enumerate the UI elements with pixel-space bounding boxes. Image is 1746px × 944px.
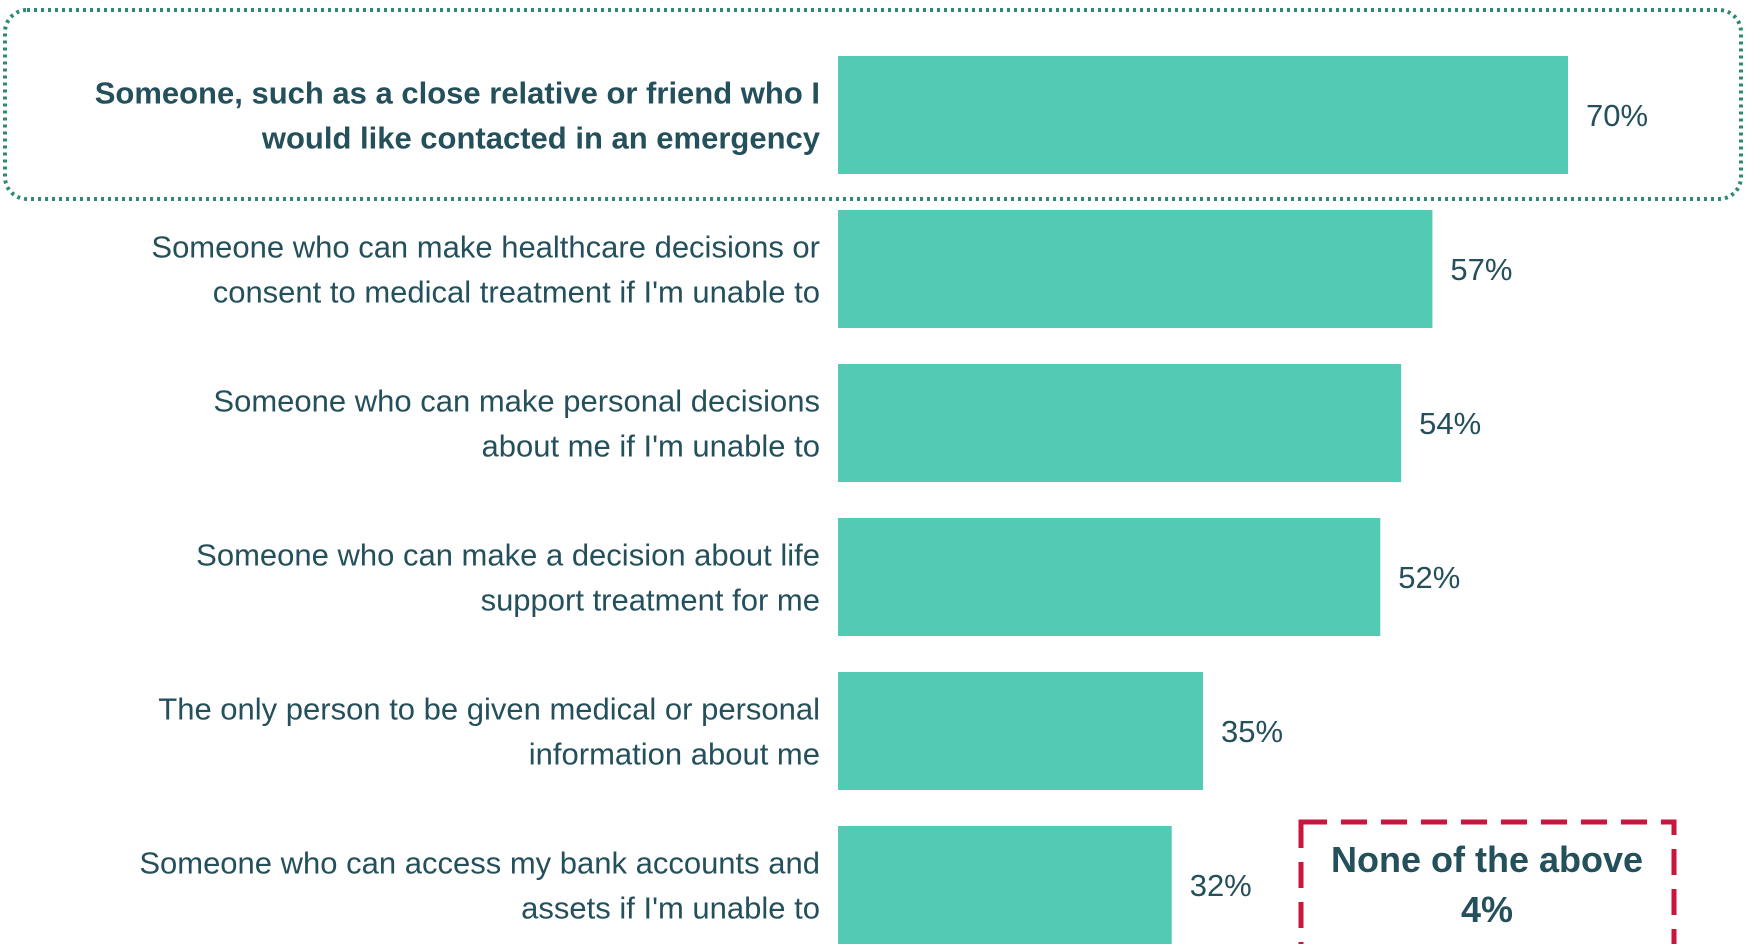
category-label: Someone, such as a close relative or fri… — [95, 76, 820, 111]
bar-value-label: 57% — [1450, 252, 1512, 287]
category-label: consent to medical treatment if I'm unab… — [213, 275, 820, 310]
bar — [838, 364, 1402, 482]
category-label: assets if I'm unable to — [521, 891, 820, 926]
bar — [838, 518, 1381, 636]
category-label: Someone who can make personal decisions — [213, 384, 820, 419]
category-label: The only person to be given medical or p… — [158, 692, 820, 727]
bar-value-label: 52% — [1398, 560, 1460, 595]
callout-label: None of the above — [1331, 839, 1643, 880]
category-label: information about me — [529, 737, 820, 772]
bar-value-label: 70% — [1586, 98, 1648, 133]
bar-row: 57% Someone who can make healthcare decis… — [151, 210, 1512, 328]
highlight-frame — [3, 8, 1743, 201]
category-label: support treatment for me — [481, 583, 820, 618]
bar-rows: 70% Someone, such as a close relative or … — [95, 56, 1648, 944]
bar — [838, 672, 1203, 790]
bar — [838, 826, 1172, 944]
bar-value-label: 35% — [1221, 714, 1283, 749]
none-of-the-above-callout: None of the above 4% — [1298, 819, 1677, 944]
bar-row: 70% Someone, such as a close relative or … — [95, 56, 1648, 174]
category-label: about me if I'm unable to — [481, 429, 820, 464]
bar-value-label: 54% — [1419, 406, 1481, 441]
category-label: would like contacted in an emergency — [261, 121, 821, 156]
category-label: Someone who can make a decision about li… — [196, 538, 820, 573]
callout-value: 4% — [1461, 889, 1513, 930]
bar-row: 52% Someone who can make a decision about… — [196, 518, 1460, 636]
bar-row: 35% The only person to be given medical o… — [158, 672, 1283, 790]
category-label: Someone who can make healthcare decision… — [151, 230, 820, 265]
callout-box — [1298, 819, 1677, 944]
bar — [838, 210, 1433, 328]
bar-row: 54% Someone who can make personal decisio… — [213, 364, 1481, 482]
bar-row: 32% Someone who can access my bank accoun… — [139, 826, 1252, 944]
bar — [838, 56, 1568, 174]
bar-value-label: 32% — [1190, 868, 1252, 903]
category-label: Someone who can access my bank accounts … — [139, 846, 820, 881]
